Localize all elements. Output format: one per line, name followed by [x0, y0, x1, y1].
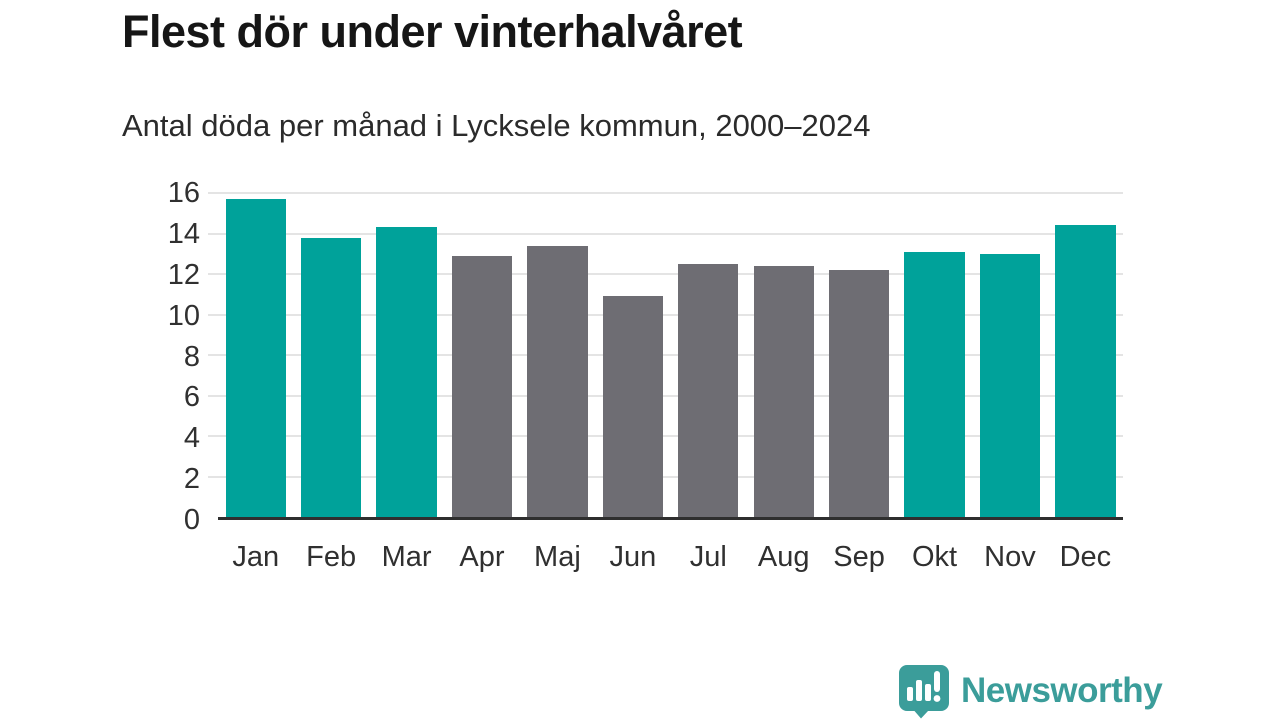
bar-slot-feb [293, 193, 368, 517]
y-tick-label-6: 6 [183, 381, 200, 414]
gridline-12 [208, 273, 1123, 275]
y-tick-label-0: 0 [183, 504, 200, 536]
bar-slot-sep [821, 193, 896, 517]
x-tick-label-jul: Jul [689, 541, 727, 573]
gridline-2 [208, 475, 1123, 478]
x-tick-label-sep: Sep [833, 541, 885, 573]
bar-slot-aug [746, 193, 821, 517]
y-tick-label-10: 10 [167, 299, 200, 332]
brand-footer: Newsworthy [897, 663, 1163, 719]
y-axis: 0 2 4 6 8 10 12 14 16 [0, 177, 200, 536]
bar-okt [904, 251, 965, 517]
bar-sep [828, 269, 890, 517]
bar-maj [527, 245, 588, 517]
bar-slot-dec [1048, 193, 1123, 517]
x-tick-label-mar: Mar [381, 541, 432, 573]
brand-name: Newsworthy [961, 671, 1163, 710]
gridline-6 [208, 394, 1123, 397]
gridline-16 [208, 192, 1123, 194]
gridline-10 [208, 313, 1123, 316]
bar-dec [1055, 225, 1116, 517]
bar-nov [979, 253, 1041, 517]
bar-slot-mar [369, 193, 444, 517]
bar-slot-nov [972, 193, 1047, 517]
x-tick-label-okt: Okt [911, 541, 958, 573]
gridline-8 [208, 354, 1123, 356]
gridline-4 [208, 435, 1123, 437]
y-tick-label-16: 16 [167, 177, 200, 209]
y-tick-label-12: 12 [167, 258, 200, 291]
plot-area [208, 192, 1123, 520]
bar-aug [753, 265, 814, 517]
bar-series [218, 193, 1123, 517]
x-tick-label-aug: Aug [757, 541, 810, 573]
x-axis: Jan Feb Mar Apr Maj Jun Jul Aug Sep Okt Nov Dec [218, 541, 1123, 574]
bar-mar [376, 227, 437, 517]
gridline-14 [208, 232, 1123, 235]
bar-jan [225, 199, 286, 517]
y-tick-label-4: 4 [183, 422, 200, 455]
y-tick-label-14: 14 [167, 217, 200, 250]
x-tick-label-jun: Jun [609, 541, 657, 573]
chart-title: Flest dör under vinterhalvåret [122, 6, 743, 57]
bar-slot-jan [218, 193, 293, 517]
bar-slot-maj [520, 193, 595, 517]
bar-apr [451, 255, 513, 517]
x-tick-label-maj: Maj [534, 541, 581, 573]
chart-subtitle: Antal döda per månad i Lycksele kommun, … [122, 108, 871, 143]
bar-jul [678, 263, 739, 517]
bar-feb [300, 237, 362, 517]
y-tick-label-8: 8 [183, 340, 200, 373]
bar-slot-jul [671, 193, 746, 517]
newsworthy-logo-icon [899, 665, 949, 719]
y-tick-label-2: 2 [183, 463, 200, 496]
bar-slot-okt [897, 193, 972, 517]
bar-jun [602, 296, 663, 517]
x-tick-label-jan: Jan [232, 541, 280, 573]
x-tick-label-apr: Apr [459, 541, 505, 573]
bar-slot-jun [595, 193, 670, 517]
bar-slot-apr [444, 193, 519, 517]
x-tick-label-feb: Feb [306, 541, 357, 573]
x-tick-label-nov: Nov [984, 541, 1036, 573]
x-tick-label-dec: Dec [1059, 541, 1112, 573]
